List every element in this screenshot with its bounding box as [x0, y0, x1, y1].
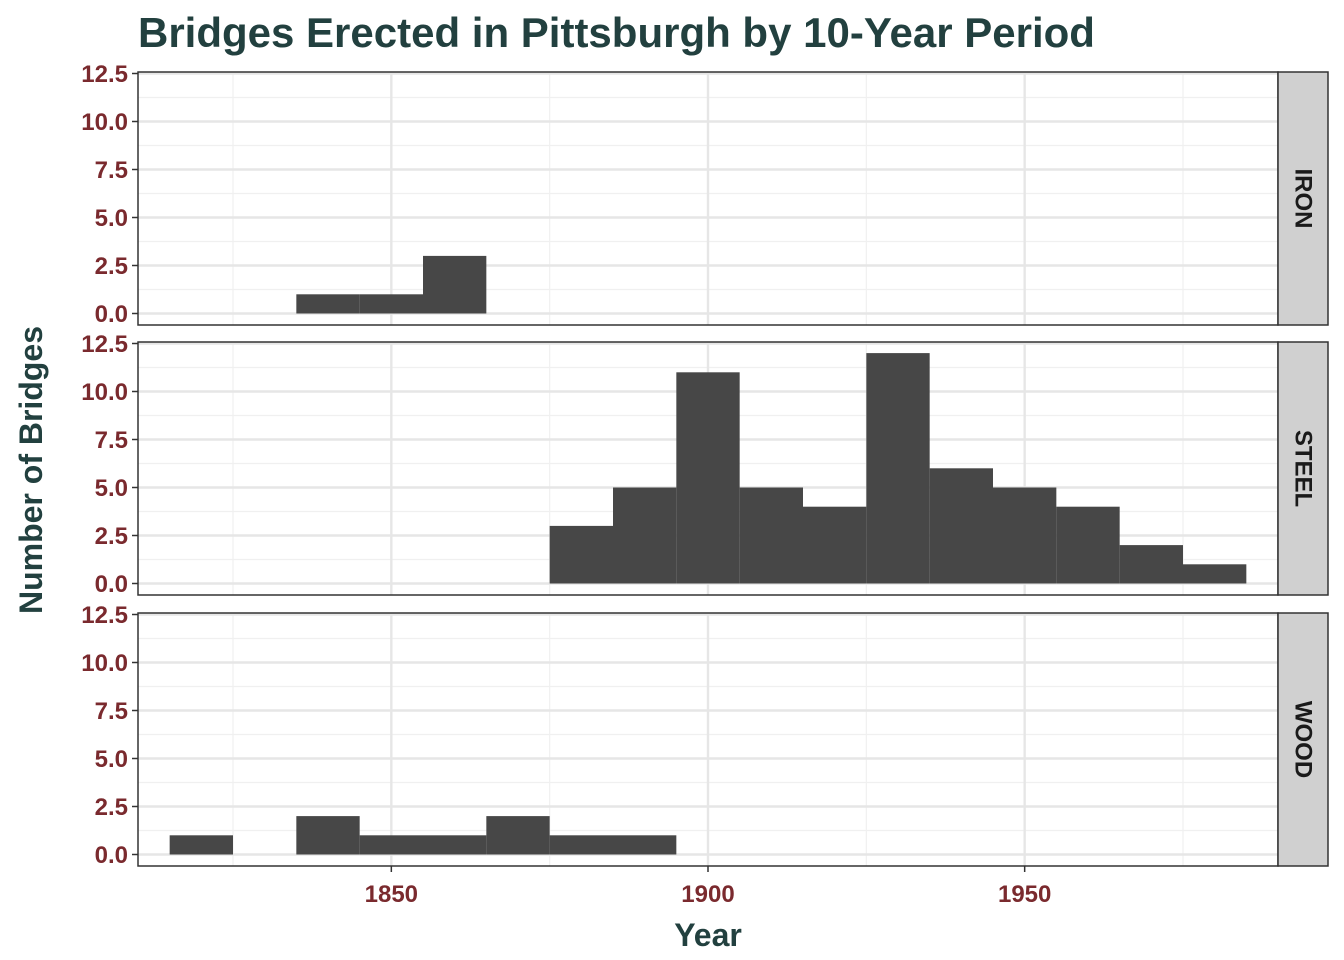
facet-strip-label: STEEL: [1290, 430, 1317, 507]
histogram-bar: [929, 468, 993, 584]
histogram-bar: [739, 487, 803, 584]
facet-strip: [1277, 71, 1329, 326]
facet-strip-label: IRON: [1290, 169, 1317, 229]
y-tick-label: 12.5: [81, 61, 128, 88]
facet-strip: [1277, 341, 1329, 596]
histogram-bar: [359, 835, 423, 855]
histogram-bar: [1183, 564, 1247, 584]
histogram-bar: [613, 835, 677, 855]
histogram-bar: [993, 487, 1057, 584]
x-axis-title: Year: [674, 917, 742, 953]
facet-strip: [1277, 612, 1329, 867]
facet-strip-label: WOOD: [1290, 701, 1317, 778]
y-tick-label: 5.0: [95, 205, 128, 232]
y-tick-label: 12.5: [81, 331, 128, 358]
y-tick-label: 5.0: [95, 746, 128, 773]
histogram-bar: [359, 294, 423, 314]
histogram-bar: [676, 372, 740, 584]
y-axis-title: Number of Bridges: [13, 326, 49, 614]
x-axis: 1850 1900 1950: [365, 866, 1051, 908]
y-tick-label: 7.5: [95, 698, 128, 725]
histogram-bar: [296, 294, 360, 314]
y-tick-label: 10.0: [81, 650, 128, 677]
histogram-bar: [296, 816, 360, 855]
facet-panel-wood: 0.0 2.5 5.0 7.5 10.0 12.5 WOOD: [81, 602, 1329, 869]
facet-panel-iron: 0.0 2.5 5.0 7.5 10.0 12.5 IRON: [81, 61, 1329, 328]
y-tick-label: 7.5: [95, 427, 128, 454]
y-tick-label: 5.0: [95, 475, 128, 502]
y-tick-label: 2.5: [95, 794, 128, 821]
y-tick-label: 7.5: [95, 157, 128, 184]
histogram-bar: [423, 835, 487, 855]
y-tick-label: 0.0: [95, 301, 128, 328]
y-tick-label: 0.0: [95, 842, 128, 869]
x-tick-label: 1950: [998, 881, 1051, 908]
histogram-bar: [423, 255, 487, 314]
histogram-bar: [613, 487, 677, 584]
x-tick-label: 1850: [365, 881, 418, 908]
histogram-bar: [803, 506, 867, 584]
y-tick-label: 0.0: [95, 571, 128, 598]
histogram-bar: [549, 525, 613, 584]
y-tick-label: 2.5: [95, 523, 128, 550]
histogram-bar: [549, 835, 613, 855]
chart-title: Bridges Erected in Pittsburgh by 10-Year…: [138, 9, 1095, 56]
histogram-bar: [1056, 506, 1120, 584]
facet-panels: 0.0 2.5 5.0 7.5 10.0 12.5 IRON 0.0 2.5 5.0 7.5 10.0…: [81, 61, 1329, 869]
y-tick-label: 2.5: [95, 253, 128, 280]
y-tick-label: 10.0: [81, 109, 128, 136]
histogram-bar: [866, 353, 930, 584]
y-tick-label: 12.5: [81, 602, 128, 629]
x-tick-label: 1900: [681, 881, 734, 908]
histogram-bar: [1119, 545, 1183, 584]
facet-panel-steel: 0.0 2.5 5.0 7.5 10.0 12.5 STEEL: [81, 331, 1329, 598]
histogram-bar: [486, 816, 550, 855]
histogram-bar: [169, 835, 233, 855]
y-tick-label: 10.0: [81, 379, 128, 406]
